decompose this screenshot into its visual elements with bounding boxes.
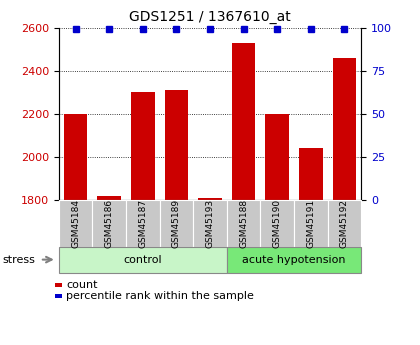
Bar (131, 92, 155, 200)
Bar (55, 294, 62, 298)
Bar (198, 198, 222, 200)
Bar (64, 114, 87, 200)
Bar (333, 58, 356, 200)
Bar (97, 196, 121, 200)
Text: GSM45189: GSM45189 (172, 199, 181, 248)
Bar (193, 200, 227, 247)
Text: GSM45191: GSM45191 (306, 199, 315, 248)
Text: GSM45186: GSM45186 (105, 199, 114, 248)
Bar (59, 247, 227, 273)
Bar (92, 200, 126, 247)
Bar (165, 90, 188, 200)
Bar (265, 114, 289, 200)
Bar (227, 247, 361, 273)
Bar (260, 200, 294, 247)
Text: GSM45187: GSM45187 (138, 199, 147, 248)
Text: control: control (123, 255, 162, 265)
Text: percentile rank within the sample: percentile rank within the sample (66, 291, 254, 301)
Bar (232, 43, 255, 200)
Text: GSM45193: GSM45193 (205, 199, 215, 248)
Title: GDS1251 / 1367610_at: GDS1251 / 1367610_at (129, 10, 291, 24)
Text: acute hypotension: acute hypotension (242, 255, 346, 265)
Bar (328, 200, 361, 247)
Text: count: count (66, 280, 98, 290)
Text: GSM45192: GSM45192 (340, 199, 349, 248)
Text: stress: stress (2, 255, 35, 265)
Bar (294, 200, 328, 247)
Text: GSM45188: GSM45188 (239, 199, 248, 248)
Bar (299, 148, 323, 200)
Bar (227, 200, 260, 247)
Text: GSM45190: GSM45190 (273, 199, 282, 248)
Bar (55, 283, 62, 287)
Bar (126, 200, 160, 247)
Bar (160, 200, 193, 247)
Bar (59, 200, 92, 247)
Text: GSM45184: GSM45184 (71, 199, 80, 248)
